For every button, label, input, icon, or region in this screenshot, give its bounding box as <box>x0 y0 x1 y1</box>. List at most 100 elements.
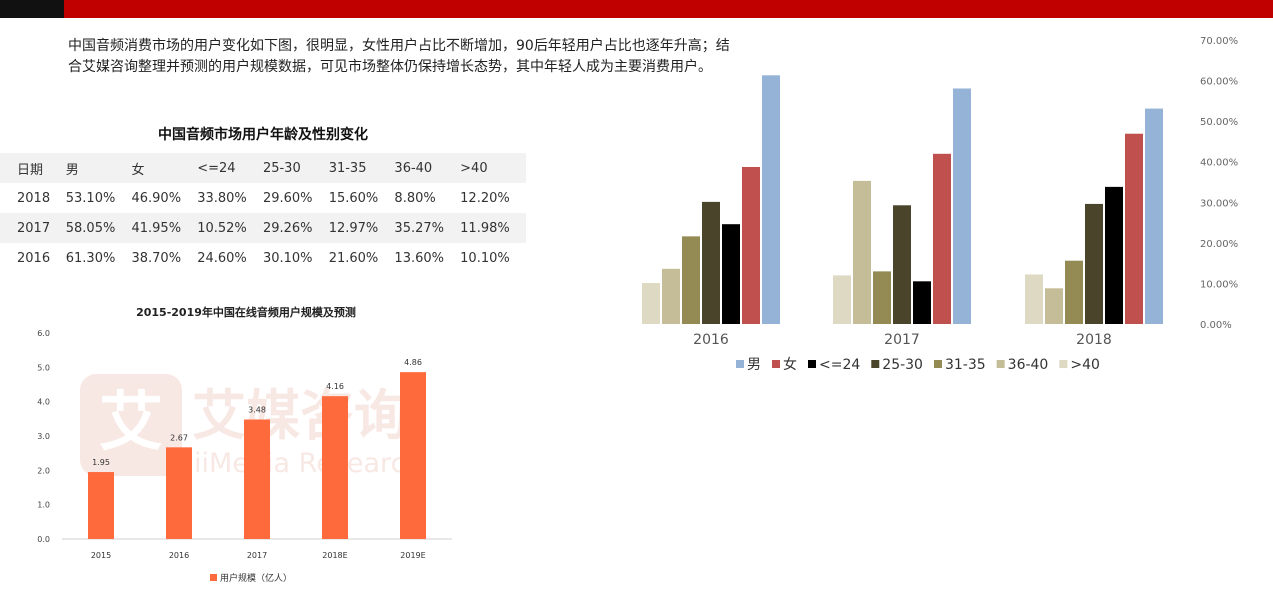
bar-2017-36-40 <box>853 180 871 324</box>
age-gender-x-axis: 2016 2017 2018 <box>693 332 1112 348</box>
bar-2016-25-30 <box>702 201 720 324</box>
top-banner <box>0 0 1273 18</box>
legend-swatch <box>933 360 942 368</box>
x-tick-label: 2017 <box>247 551 267 560</box>
intro-paragraph: 中国音频消费市场的用户变化如下图，很明显，女性用户占比不断增加，90后年轻用户占… <box>68 38 730 75</box>
x-tick-label: 2016 <box>169 551 189 560</box>
table-cell: 61.30% <box>65 250 116 266</box>
y-tick-label: 2.0 <box>37 466 50 475</box>
header-cell-age-25-30: 25-30 <box>262 160 301 176</box>
user-scale-chart-svg: 艾 艾媒咨询 iiMedia Research 2015-2019年中国在线音频… <box>37 305 452 584</box>
table-cell: 2017 <box>17 220 51 236</box>
x-tick-label: 2015 <box>91 551 111 560</box>
legend-label: 31-35 <box>945 357 986 373</box>
header-cell-age-31-35: 31-35 <box>328 160 367 176</box>
data-label: 4.86 <box>404 358 422 367</box>
y-tick-label: 40.00% <box>1200 158 1238 169</box>
table-cell: 10.52% <box>197 220 247 236</box>
banner-red-strip <box>64 0 1273 18</box>
bar-2018-25-30 <box>1085 203 1103 324</box>
data-label: 3.48 <box>248 406 266 415</box>
age-gender-y-axis: 0.00% 10.00% 20.00% 30.00% 40.00% 50.00% 60.00… <box>1200 36 1238 331</box>
legend-label: 女 <box>783 356 797 373</box>
table-row: 2017 58.05% 41.95% 10.52% 29.26% 12.97% … <box>0 213 526 243</box>
table-cell: 2018 <box>17 190 51 206</box>
legend-swatch <box>871 360 880 368</box>
y-tick-label: 0.0 <box>37 535 50 544</box>
x-tick-label: 2018E <box>322 551 347 560</box>
x-tick-label: 2016 <box>693 332 729 348</box>
bar-2018E <box>322 396 348 539</box>
bar-2019E <box>400 372 426 539</box>
data-label: 2.67 <box>170 433 188 442</box>
x-tick-label: 2019E <box>400 551 425 560</box>
bar-2017-<=24 <box>913 281 931 324</box>
table-cell: 33.80% <box>197 190 247 206</box>
bar-2017->40 <box>833 275 851 324</box>
bar-2017 <box>244 419 270 539</box>
legend-swatch <box>808 360 816 368</box>
bar-2016-31-35 <box>682 236 700 324</box>
x-tick-label: 2017 <box>884 332 920 348</box>
bar-2016-36-40 <box>662 268 680 324</box>
header-cell-age-40plus: >40 <box>460 160 488 176</box>
watermark-en-text: iiMedia Research <box>194 448 423 479</box>
bar-2017-25-30 <box>893 205 911 324</box>
table-cell: 13.60% <box>394 250 444 266</box>
table-cell: 21.60% <box>328 250 379 266</box>
bar-2018-31-35 <box>1065 260 1083 324</box>
table-cell: 15.60% <box>328 190 379 206</box>
table-cell: 38.70% <box>131 250 182 266</box>
header-cell-male: 男 <box>65 162 79 178</box>
bar-2016->40 <box>642 283 660 324</box>
legend-label: >40 <box>1070 357 1100 373</box>
bar-2018-男 <box>1145 108 1163 325</box>
user-scale-bars: 1.95 2.67 3.48 4.16 4.86 <box>88 358 426 539</box>
table-cell: 53.10% <box>65 190 116 206</box>
table-cell: 10.10% <box>460 250 510 266</box>
legend-swatch <box>1059 360 1068 368</box>
table-title: 中国音频市场用户年龄及性别变化 <box>158 127 368 143</box>
legend-swatch <box>996 360 1005 368</box>
bar-2017-31-35 <box>873 271 891 324</box>
y-tick-label: 60.00% <box>1200 77 1238 88</box>
bar-2018->40 <box>1025 274 1043 324</box>
table-cell: 29.60% <box>262 190 313 206</box>
bar-2018-女 <box>1125 133 1143 324</box>
table-cell: 46.90% <box>131 190 182 206</box>
watermark-logo-box <box>80 374 182 476</box>
user-scale-chart-title: 2015-2019年中国在线音频用户规模及预测 <box>136 305 356 319</box>
y-tick-label: 3.0 <box>37 432 50 441</box>
y-tick-label: 4.0 <box>37 398 50 407</box>
user-scale-y-axis: 0.0 1.0 2.0 3.0 4.0 5.0 6.0 <box>37 329 50 544</box>
bar-2018-36-40 <box>1045 288 1063 324</box>
bar-2016-女 <box>742 166 760 324</box>
watermark-logo-char: 艾 <box>99 386 163 460</box>
age-gender-chart: 0.00% 10.00% 20.00% 30.00% 40.00% 50.00% 60.00… <box>600 28 1273 388</box>
y-tick-label: 5.0 <box>37 363 50 372</box>
legend-label: <=24 <box>819 357 860 373</box>
bar-2016 <box>166 447 192 539</box>
table-cell: 12.20% <box>460 190 510 206</box>
y-tick-label: 6.0 <box>37 329 50 338</box>
table-cell: 35.27% <box>394 220 444 236</box>
age-gender-legend: 男 女 <=24 25-30 31-35 36-40 >40 <box>736 356 1100 373</box>
user-scale-x-axis: 2015 2016 2017 2018E 2019E <box>91 551 426 560</box>
table-cell: 12.97% <box>328 220 379 236</box>
legend-swatch-user-scale <box>210 574 217 581</box>
table-cell: 24.60% <box>197 250 247 266</box>
header-cell-female: 女 <box>131 162 145 178</box>
table-row: 2018 53.10% 46.90% 33.80% 29.60% 15.60% … <box>0 183 526 213</box>
y-tick-label: 20.00% <box>1200 239 1238 250</box>
data-label: 4.16 <box>326 382 344 391</box>
age-gender-bars <box>642 75 1163 325</box>
watermark-cn-text: 艾媒咨询 <box>192 384 408 447</box>
table-cell: 29.26% <box>262 220 313 236</box>
table-header-row: 日期 男 女 <=24 25-30 31-35 36-40 >40 <box>0 153 526 183</box>
banner-black-block <box>0 0 64 18</box>
bar-2017-男 <box>953 88 971 325</box>
table-cell: 8.80% <box>394 190 436 206</box>
bar-2016-男 <box>762 75 780 324</box>
age-gender-chart-svg: 0.00% 10.00% 20.00% 30.00% 40.00% 50.00% 60.00… <box>642 36 1238 373</box>
bar-2018-<=24 <box>1105 186 1123 324</box>
